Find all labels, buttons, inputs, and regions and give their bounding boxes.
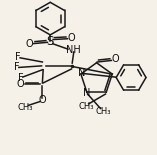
Text: O: O — [26, 39, 33, 49]
Text: CH₃: CH₃ — [79, 102, 94, 111]
Text: O: O — [111, 54, 119, 64]
Text: N: N — [78, 68, 85, 78]
Text: F: F — [18, 73, 23, 83]
Text: O: O — [38, 95, 46, 105]
Text: N: N — [84, 88, 91, 98]
Text: NH: NH — [66, 45, 80, 55]
Text: CH₃: CH₃ — [95, 107, 111, 116]
Text: O: O — [17, 80, 24, 89]
Text: S: S — [47, 35, 54, 48]
Text: F: F — [14, 62, 19, 72]
Text: CH₃: CH₃ — [17, 103, 33, 112]
Text: O: O — [67, 33, 75, 43]
Text: F: F — [15, 52, 21, 62]
